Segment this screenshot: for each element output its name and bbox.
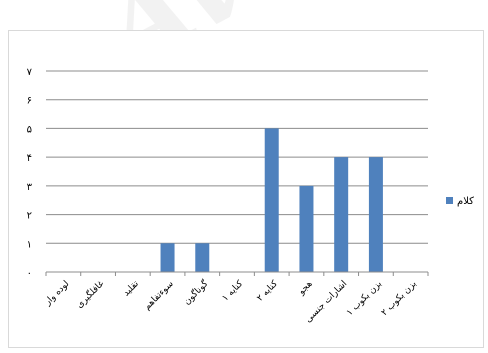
bar [195, 243, 210, 272]
bar [299, 185, 314, 272]
bars [160, 128, 383, 272]
y-tick-label: ۷ [27, 67, 33, 78]
y-tick-label: ۴ [27, 153, 32, 164]
gridlines [46, 70, 428, 244]
chart-frame [8, 30, 484, 348]
y-tick-label: ۶ [27, 96, 32, 107]
legend-swatch [446, 197, 453, 204]
bar [334, 157, 349, 272]
x-tick-label: سوءتفاهم [142, 279, 175, 312]
axes [45, 271, 429, 276]
x-tick-labels: لوده وار غافلگیری تقلید سوءتفاهم گوناگون کنای… [42, 277, 418, 325]
legend: کلام [446, 196, 474, 207]
x-tick-label: بزن بکوب ۱ [345, 279, 384, 318]
x-tick-label: گوناگون [181, 277, 211, 307]
x-tick-label: لوده وار [42, 279, 71, 308]
y-tick-label: ۰ [27, 268, 32, 279]
bar [160, 243, 175, 272]
x-tick-label: تقلید [122, 279, 142, 299]
y-tick-labels: ۰ ۱ ۲ ۳ ۴ ۵ ۶ ۷ [27, 67, 33, 279]
x-tick-label: هجو [296, 279, 315, 298]
x-tick-label: غافلگیری [73, 277, 106, 310]
y-tick-label: ۵ [27, 124, 32, 135]
x-tick-label: بزن بکوب ۲ [380, 279, 419, 318]
legend-label: کلام [457, 196, 474, 207]
x-tick-label: کنایه ۲ [255, 279, 280, 304]
bar [368, 157, 383, 272]
y-tick-label: ۳ [27, 182, 33, 193]
y-tick-label: ۱ [27, 239, 32, 250]
bar [264, 128, 279, 272]
y-tick-label: ۲ [27, 211, 32, 222]
x-tick-label: کنایه ۱ [221, 279, 246, 304]
